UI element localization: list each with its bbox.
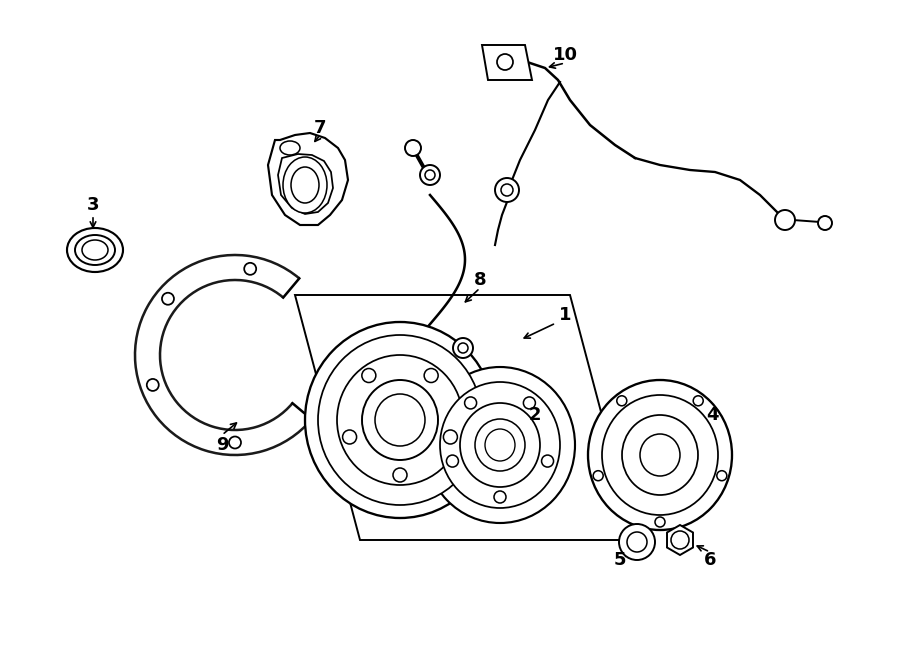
Circle shape — [593, 471, 603, 481]
Polygon shape — [482, 45, 532, 80]
Circle shape — [458, 343, 468, 353]
Text: 8: 8 — [473, 271, 486, 289]
Circle shape — [405, 140, 421, 156]
Circle shape — [444, 430, 457, 444]
Circle shape — [716, 471, 727, 481]
Ellipse shape — [67, 228, 123, 272]
Text: 1: 1 — [559, 306, 572, 324]
Ellipse shape — [75, 235, 115, 265]
Circle shape — [147, 379, 158, 391]
Ellipse shape — [440, 382, 560, 508]
Circle shape — [393, 468, 407, 482]
Circle shape — [775, 210, 795, 230]
Text: 9: 9 — [216, 436, 229, 454]
Text: 2: 2 — [529, 406, 541, 424]
Text: 4: 4 — [706, 406, 718, 424]
Circle shape — [655, 517, 665, 527]
Circle shape — [424, 368, 438, 383]
Text: 6: 6 — [704, 551, 716, 569]
Polygon shape — [667, 525, 693, 555]
Circle shape — [453, 338, 473, 358]
Circle shape — [542, 455, 554, 467]
Circle shape — [627, 532, 647, 552]
Circle shape — [420, 165, 440, 185]
Ellipse shape — [337, 355, 463, 485]
Circle shape — [818, 216, 832, 230]
Circle shape — [616, 396, 626, 406]
Circle shape — [524, 397, 536, 409]
Text: 7: 7 — [314, 119, 326, 137]
Ellipse shape — [283, 157, 327, 213]
Ellipse shape — [460, 403, 540, 487]
Circle shape — [501, 184, 513, 196]
Polygon shape — [268, 133, 348, 225]
Circle shape — [495, 178, 519, 202]
Circle shape — [671, 531, 689, 549]
Ellipse shape — [640, 434, 680, 476]
Ellipse shape — [425, 367, 575, 523]
Ellipse shape — [475, 419, 525, 471]
Ellipse shape — [588, 380, 732, 530]
Circle shape — [464, 397, 477, 409]
Ellipse shape — [375, 394, 425, 446]
Ellipse shape — [318, 335, 482, 505]
Ellipse shape — [82, 240, 108, 260]
Circle shape — [693, 396, 703, 406]
Ellipse shape — [485, 429, 515, 461]
Circle shape — [494, 491, 506, 503]
Ellipse shape — [362, 380, 438, 460]
Circle shape — [229, 436, 241, 449]
Ellipse shape — [622, 415, 698, 495]
Circle shape — [425, 170, 435, 180]
Ellipse shape — [305, 322, 495, 518]
Circle shape — [362, 368, 376, 383]
Circle shape — [244, 263, 256, 275]
Circle shape — [446, 455, 458, 467]
Polygon shape — [278, 154, 333, 214]
Text: 10: 10 — [553, 46, 578, 64]
Ellipse shape — [291, 167, 319, 203]
Circle shape — [162, 293, 174, 305]
Text: 3: 3 — [86, 196, 99, 214]
Ellipse shape — [280, 141, 300, 155]
Circle shape — [497, 54, 513, 70]
Text: 5: 5 — [614, 551, 626, 569]
Ellipse shape — [602, 395, 718, 515]
Circle shape — [343, 430, 356, 444]
Circle shape — [619, 524, 655, 560]
Polygon shape — [295, 295, 635, 540]
